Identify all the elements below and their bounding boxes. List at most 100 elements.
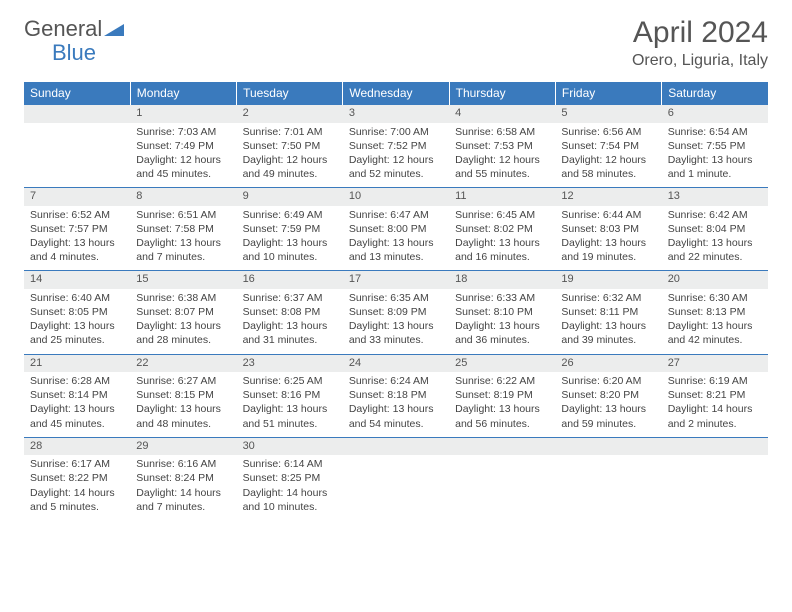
day-number-cell: 6: [662, 105, 768, 123]
sunrise-line: Sunrise: 6:30 AM: [668, 291, 762, 305]
day-content-cell: Sunrise: 6:25 AMSunset: 8:16 PMDaylight:…: [237, 372, 343, 437]
daynum-row: 14151617181920: [24, 271, 768, 289]
daylight-line: Daylight: 13 hours and 31 minutes.: [243, 319, 337, 347]
month-title: April 2024: [632, 16, 768, 50]
sunset-line: Sunset: 8:22 PM: [30, 471, 124, 485]
empty-daynum-cell: [24, 105, 130, 123]
sunset-line: Sunset: 7:58 PM: [136, 222, 230, 236]
sunset-line: Sunset: 8:10 PM: [455, 305, 549, 319]
daylight-line: Daylight: 14 hours and 7 minutes.: [136, 486, 230, 514]
daylight-line: Daylight: 13 hours and 1 minute.: [668, 153, 762, 181]
day-number-cell: 24: [343, 354, 449, 372]
day-content-cell: Sunrise: 7:01 AMSunset: 7:50 PMDaylight:…: [237, 123, 343, 188]
logo-line2: Blue: [24, 40, 96, 66]
day-content-cell: Sunrise: 6:45 AMSunset: 8:02 PMDaylight:…: [449, 206, 555, 271]
daylight-line: Daylight: 12 hours and 49 minutes.: [243, 153, 337, 181]
sunset-line: Sunset: 7:55 PM: [668, 139, 762, 153]
day-content-cell: Sunrise: 6:22 AMSunset: 8:19 PMDaylight:…: [449, 372, 555, 437]
sunset-line: Sunset: 7:50 PM: [243, 139, 337, 153]
day-content-cell: Sunrise: 6:58 AMSunset: 7:53 PMDaylight:…: [449, 123, 555, 188]
daylight-line: Daylight: 13 hours and 13 minutes.: [349, 236, 443, 264]
daylight-line: Daylight: 13 hours and 51 minutes.: [243, 402, 337, 430]
day-number-cell: 28: [24, 437, 130, 455]
daylight-line: Daylight: 14 hours and 2 minutes.: [668, 402, 762, 430]
daylight-line: Daylight: 13 hours and 42 minutes.: [668, 319, 762, 347]
day-number-cell: 17: [343, 271, 449, 289]
sunset-line: Sunset: 8:05 PM: [30, 305, 124, 319]
sunset-line: Sunset: 8:03 PM: [561, 222, 655, 236]
day-content-cell: Sunrise: 6:56 AMSunset: 7:54 PMDaylight:…: [555, 123, 661, 188]
sunrise-line: Sunrise: 6:20 AM: [561, 374, 655, 388]
sunset-line: Sunset: 7:53 PM: [455, 139, 549, 153]
day-number-cell: 16: [237, 271, 343, 289]
daylight-line: Daylight: 14 hours and 10 minutes.: [243, 486, 337, 514]
weekday-header: Wednesday: [343, 82, 449, 105]
daylight-line: Daylight: 13 hours and 7 minutes.: [136, 236, 230, 264]
header: General April 2024 Orero, Liguria, Italy: [24, 16, 768, 70]
daylight-line: Daylight: 13 hours and 48 minutes.: [136, 402, 230, 430]
daylight-line: Daylight: 13 hours and 33 minutes.: [349, 319, 443, 347]
sunrise-line: Sunrise: 6:40 AM: [30, 291, 124, 305]
sunset-line: Sunset: 8:09 PM: [349, 305, 443, 319]
day-content-cell: Sunrise: 6:44 AMSunset: 8:03 PMDaylight:…: [555, 206, 661, 271]
sunrise-line: Sunrise: 6:54 AM: [668, 125, 762, 139]
calendar-table: SundayMondayTuesdayWednesdayThursdayFrid…: [24, 82, 768, 520]
daylight-line: Daylight: 13 hours and 25 minutes.: [30, 319, 124, 347]
empty-content-cell: [24, 123, 130, 188]
content-row: Sunrise: 6:52 AMSunset: 7:57 PMDaylight:…: [24, 206, 768, 271]
content-row: Sunrise: 7:03 AMSunset: 7:49 PMDaylight:…: [24, 123, 768, 188]
day-number-cell: 21: [24, 354, 130, 372]
sunrise-line: Sunrise: 6:38 AM: [136, 291, 230, 305]
daylight-line: Daylight: 12 hours and 55 minutes.: [455, 153, 549, 181]
empty-daynum-cell: [662, 437, 768, 455]
day-content-cell: Sunrise: 6:33 AMSunset: 8:10 PMDaylight:…: [449, 289, 555, 354]
day-content-cell: Sunrise: 6:16 AMSunset: 8:24 PMDaylight:…: [130, 455, 236, 520]
daylight-line: Daylight: 13 hours and 59 minutes.: [561, 402, 655, 430]
sunrise-line: Sunrise: 6:14 AM: [243, 457, 337, 471]
day-number-cell: 15: [130, 271, 236, 289]
day-content-cell: Sunrise: 6:42 AMSunset: 8:04 PMDaylight:…: [662, 206, 768, 271]
sunset-line: Sunset: 8:00 PM: [349, 222, 443, 236]
day-content-cell: Sunrise: 6:54 AMSunset: 7:55 PMDaylight:…: [662, 123, 768, 188]
empty-content-cell: [662, 455, 768, 520]
day-content-cell: Sunrise: 6:17 AMSunset: 8:22 PMDaylight:…: [24, 455, 130, 520]
sunrise-line: Sunrise: 6:47 AM: [349, 208, 443, 222]
day-number-cell: 3: [343, 105, 449, 123]
day-content-cell: Sunrise: 6:40 AMSunset: 8:05 PMDaylight:…: [24, 289, 130, 354]
sunrise-line: Sunrise: 6:22 AM: [455, 374, 549, 388]
sunset-line: Sunset: 8:15 PM: [136, 388, 230, 402]
day-content-cell: Sunrise: 7:00 AMSunset: 7:52 PMDaylight:…: [343, 123, 449, 188]
daynum-row: 21222324252627: [24, 354, 768, 372]
day-content-cell: Sunrise: 6:47 AMSunset: 8:00 PMDaylight:…: [343, 206, 449, 271]
sunset-line: Sunset: 8:02 PM: [455, 222, 549, 236]
content-row: Sunrise: 6:28 AMSunset: 8:14 PMDaylight:…: [24, 372, 768, 437]
sunrise-line: Sunrise: 6:25 AM: [243, 374, 337, 388]
day-content-cell: Sunrise: 6:52 AMSunset: 7:57 PMDaylight:…: [24, 206, 130, 271]
day-number-cell: 27: [662, 354, 768, 372]
weekday-header: Monday: [130, 82, 236, 105]
daylight-line: Daylight: 13 hours and 56 minutes.: [455, 402, 549, 430]
day-number-cell: 23: [237, 354, 343, 372]
sunset-line: Sunset: 8:25 PM: [243, 471, 337, 485]
sunrise-line: Sunrise: 6:52 AM: [30, 208, 124, 222]
weekday-header: Friday: [555, 82, 661, 105]
daylight-line: Daylight: 13 hours and 4 minutes.: [30, 236, 124, 264]
title-block: April 2024 Orero, Liguria, Italy: [632, 16, 768, 70]
day-content-cell: Sunrise: 6:51 AMSunset: 7:58 PMDaylight:…: [130, 206, 236, 271]
sunset-line: Sunset: 8:19 PM: [455, 388, 549, 402]
sunset-line: Sunset: 8:08 PM: [243, 305, 337, 319]
daylight-line: Daylight: 13 hours and 19 minutes.: [561, 236, 655, 264]
empty-content-cell: [555, 455, 661, 520]
daylight-line: Daylight: 12 hours and 45 minutes.: [136, 153, 230, 181]
content-row: Sunrise: 6:40 AMSunset: 8:05 PMDaylight:…: [24, 289, 768, 354]
daynum-row: 282930: [24, 437, 768, 455]
day-number-cell: 8: [130, 188, 236, 206]
day-number-cell: 25: [449, 354, 555, 372]
day-number-cell: 12: [555, 188, 661, 206]
sunset-line: Sunset: 8:24 PM: [136, 471, 230, 485]
content-row: Sunrise: 6:17 AMSunset: 8:22 PMDaylight:…: [24, 455, 768, 520]
sunrise-line: Sunrise: 6:16 AM: [136, 457, 230, 471]
day-content-cell: Sunrise: 7:03 AMSunset: 7:49 PMDaylight:…: [130, 123, 236, 188]
day-number-cell: 14: [24, 271, 130, 289]
sunrise-line: Sunrise: 6:51 AM: [136, 208, 230, 222]
